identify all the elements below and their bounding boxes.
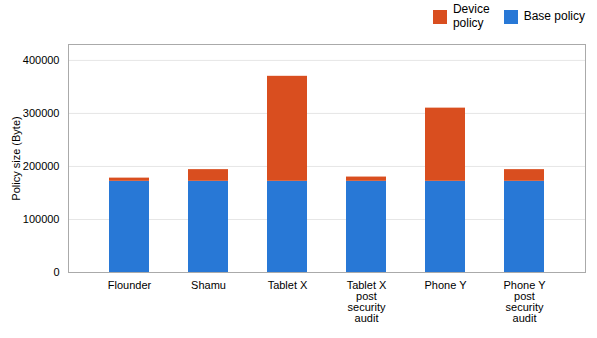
svg-text:Policy size (Byte): Policy size (Byte) [10, 116, 22, 200]
svg-text:Tablet X: Tablet X [268, 279, 308, 291]
svg-text:Flounder: Flounder [108, 279, 152, 291]
html-text:Base policy: Base policy [523, 9, 585, 24]
svg-text:Shamu: Shamu [191, 279, 226, 291]
svg-text:Phone Ypostsecurityaudit: Phone Ypostsecurityaudit [503, 279, 546, 324]
html-text:Device policy: Device policy [452, 2, 490, 30]
svg-text:0: 0 [53, 266, 59, 278]
svg-text:Tablet Xpostsecurityaudit: Tablet Xpostsecurityaudit [347, 279, 387, 324]
svg-text:400000: 400000 [23, 54, 60, 66]
svg-text:Phone Y: Phone Y [424, 279, 467, 291]
svg-text:200000: 200000 [23, 160, 60, 172]
svg-text:100000: 100000 [23, 213, 60, 225]
svg-text:300000: 300000 [23, 107, 60, 119]
